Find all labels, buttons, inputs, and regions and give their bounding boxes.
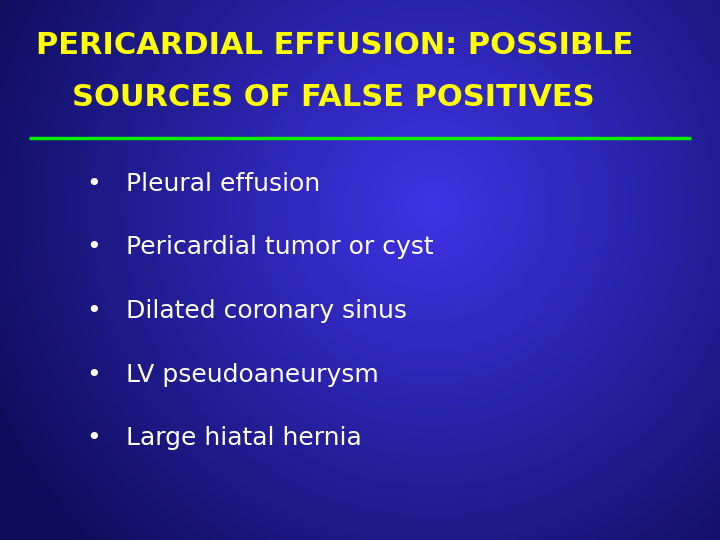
Text: LV pseudoaneurysm: LV pseudoaneurysm xyxy=(126,363,379,387)
Text: •: • xyxy=(86,172,101,195)
Text: Pleural effusion: Pleural effusion xyxy=(126,172,320,195)
Text: PERICARDIAL EFFUSION: POSSIBLE: PERICARDIAL EFFUSION: POSSIBLE xyxy=(36,31,634,60)
Text: •: • xyxy=(86,363,101,387)
Text: Dilated coronary sinus: Dilated coronary sinus xyxy=(126,299,407,323)
Text: SOURCES OF FALSE POSITIVES: SOURCES OF FALSE POSITIVES xyxy=(72,83,595,112)
Text: •: • xyxy=(86,299,101,323)
Text: •: • xyxy=(86,235,101,259)
Text: •: • xyxy=(86,427,101,450)
Text: Large hiatal hernia: Large hiatal hernia xyxy=(126,427,361,450)
Text: Pericardial tumor or cyst: Pericardial tumor or cyst xyxy=(126,235,433,259)
